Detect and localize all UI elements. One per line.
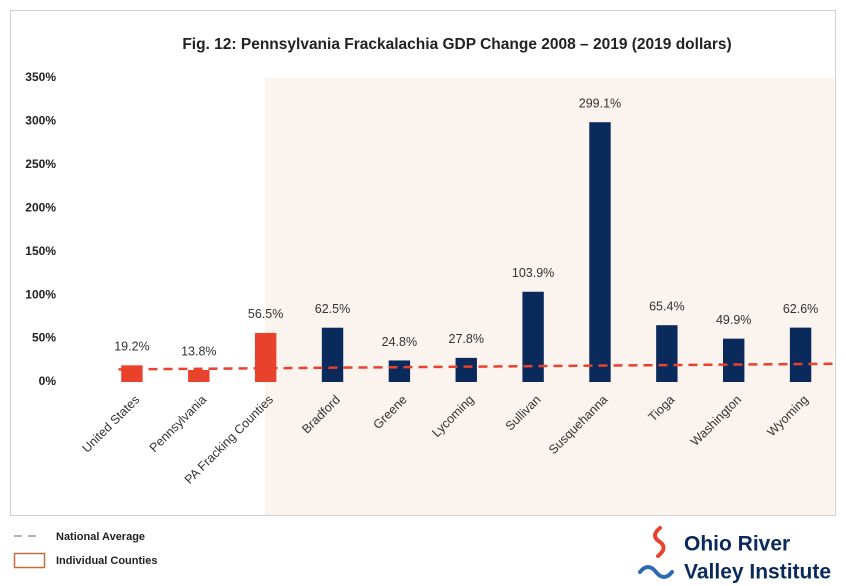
county-shading [265, 78, 834, 515]
bar [723, 338, 745, 382]
bar [789, 327, 812, 382]
y-tick-label: 50% [32, 331, 56, 345]
legend-box [13, 552, 46, 569]
y-tick-label: 350% [25, 70, 56, 84]
value-label: 299.1% [579, 97, 621, 111]
value-label: 13.8% [181, 344, 216, 358]
logo-icon [638, 565, 674, 579]
value-label: 19.2% [114, 340, 149, 354]
y-tick-label: 100% [25, 287, 56, 301]
y-tick-label: 150% [25, 244, 56, 258]
bar [589, 122, 611, 382]
value-label: 56.5% [248, 307, 283, 321]
logo-text: Valley Institute [684, 561, 831, 584]
legend-label: Individual Counties [56, 555, 157, 567]
bar [121, 365, 143, 382]
value-label: 65.4% [649, 299, 684, 313]
value-label: 62.6% [783, 302, 818, 316]
legend-label: National Average [56, 531, 145, 543]
y-tick-label: 200% [25, 200, 56, 214]
x-tick-label: United States [79, 393, 142, 456]
logo-text: Ohio River [684, 533, 790, 556]
bar [321, 327, 344, 382]
bar [388, 360, 411, 382]
chart-border [10, 10, 836, 516]
value-label: 103.9% [512, 266, 554, 280]
bar [656, 325, 678, 382]
value-label: 24.8% [382, 335, 417, 349]
value-label: 62.5% [315, 302, 350, 316]
x-tick-label: Pennsylvania [147, 393, 210, 456]
value-label: 27.8% [449, 332, 484, 346]
y-tick-label: 300% [25, 114, 56, 128]
bar [254, 332, 277, 382]
bar [455, 357, 477, 382]
bar [188, 370, 210, 382]
chart-title: Fig. 12: Pennsylvania Frackalachia GDP C… [182, 36, 731, 53]
y-tick-label: 0% [39, 374, 57, 388]
value-label: 49.9% [716, 313, 751, 327]
bar [522, 291, 544, 382]
y-tick-label: 250% [25, 157, 56, 171]
logo-icon [653, 526, 666, 558]
